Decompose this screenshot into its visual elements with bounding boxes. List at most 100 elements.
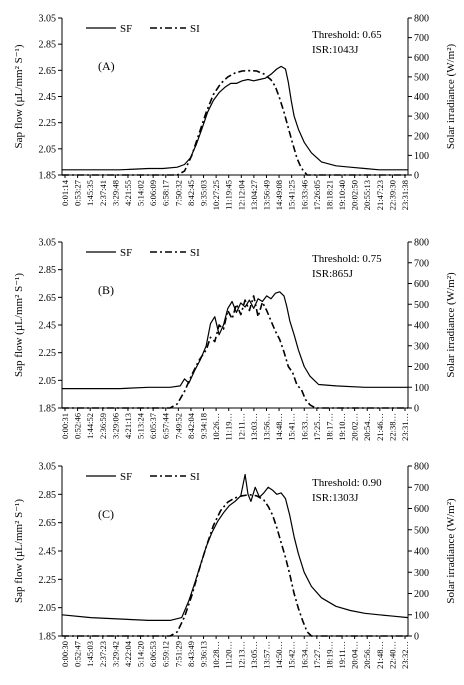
series-si-line [62,493,408,637]
legend-si-label: SI [190,247,200,259]
left-tick-label: 2.45 [39,321,57,332]
right-tick-label: 500 [414,72,429,83]
x-tick-label: 0:53:27 [73,180,83,206]
x-tick-label: 21:47:23 [375,180,385,210]
x-tick-label: 4:21:55 [123,180,133,206]
x-tick-label: 6:57:44 [161,412,171,439]
left-tick-label: 3.05 [39,462,57,473]
chart-panel-1: 1.85 2.05 2.25 2.45 2.65 2.85 3.05 0 100 200 300 40… [13,14,457,211]
x-tick-label: 18:19… [324,641,334,669]
left-tick-label: 2.85 [39,265,57,276]
legend-sf-label: SF [120,471,132,483]
left-tick-label: 2.45 [39,547,57,558]
x-tick-label: 10:28… [211,641,221,669]
x-tick-label: 10:27:25 [211,180,221,210]
x-tick-label: 16:34… [299,641,309,669]
right-tick-label: 300 [414,568,429,579]
x-tick-label: 2:37:41 [98,180,108,206]
right-tick-label: 0 [414,171,419,182]
x-tick-label: 0:52:46 [73,413,83,439]
x-tick-label: 12:12:04 [236,179,246,210]
x-tick-label: 12:11… [236,413,246,441]
right-tick-label: 400 [414,321,429,332]
x-tick-label: 17:27… [312,641,322,669]
x-tick-label: 22:38… [387,413,397,441]
left-tick-label: 1.85 [39,404,57,415]
series-sf-line [62,65,408,171]
x-tick-label: 7:51:29 [173,641,183,667]
x-tick-label: 6:58:17 [161,180,171,206]
threshold-annotation: Threshold: 0.75 [312,253,382,265]
threshold-annotation: Threshold: 0.65 [312,29,382,41]
x-tick-label: 5:14:02 [136,180,146,206]
x-tick-label: 20:02… [350,413,360,441]
right-tick-label: 200 [414,131,429,142]
x-tick-label: 21:48… [375,641,385,669]
panel-label: (C) [98,507,114,521]
x-tick-label: 20:56… [362,641,372,669]
left-tick-label: 2.45 [39,92,57,103]
right-tick-label: 0 [414,632,419,643]
left-tick-label: 2.65 [39,66,57,77]
series-si-line [62,69,408,176]
left-tick-label: 2.05 [39,603,57,614]
right-axis-title: Solar irradiance (W/m²) [445,272,457,378]
left-tick-label: 2.65 [39,518,57,529]
right-tick-label: 500 [414,525,429,536]
right-tick-label: 800 [414,238,429,249]
right-tick-label: 500 [414,300,429,311]
x-tick-label: 1:45:35 [85,180,95,206]
x-tick-label: 0:52:47 [73,641,83,667]
x-tick-label: 11:20… [224,641,234,669]
x-tick-label: 18:18:21 [324,180,334,210]
series-sf-line [62,291,408,390]
panel-label: (A) [98,59,115,73]
x-tick-label: 0:01:14 [60,179,70,206]
x-tick-label: 4:21:13 [123,413,133,439]
x-tick-label: 15:42… [287,641,297,669]
left-tick-label: 2.25 [39,575,57,586]
x-tick-label: 5:13:24 [136,412,146,439]
left-axis-title: Sap flow (µL/mm² S⁻¹) [13,273,25,377]
left-tick-label: 2.25 [39,348,57,359]
x-tick-label: 20:04… [350,641,360,669]
x-tick-label: 19:11… [337,641,347,669]
x-tick-label: 20:55:13 [362,180,372,210]
x-tick-label: 4:22:04 [123,640,133,667]
right-tick-label: 800 [414,14,429,25]
left-tick-label: 3.05 [39,238,57,249]
isr-annotation: ISR:1303J [312,492,359,504]
left-tick-label: 1.85 [39,171,57,182]
x-tick-label: 12:13… [236,641,246,669]
legend-sf-label: SF [120,23,132,35]
x-tick-label: 11:19:45 [224,180,234,210]
x-tick-label: 2:36:59 [98,413,108,439]
chart-panel-2: 1.85 2.05 2.25 2.45 2.65 2.85 3.05 0 100 200 300 40… [13,238,457,441]
right-axis-title: Solar irradiance (W/m²) [445,498,457,604]
series-si-line [62,295,408,409]
isr-annotation: ISR:1043J [312,44,359,56]
left-axis-title: Sap flow (µL/mm² S⁻¹) [13,44,25,148]
x-tick-label: 20:54… [362,413,372,441]
x-tick-label: 17:26:05 [312,180,322,210]
x-tick-label: 13:56:49 [261,180,271,210]
x-tick-label: 19:10:40 [337,180,347,210]
right-tick-label: 300 [414,341,429,352]
x-tick-label: 23:31… [400,413,410,441]
x-tick-label: 8:42:45 [186,180,196,206]
left-tick-label: 1.85 [39,632,57,643]
x-tick-label: 9:35:03 [199,180,209,206]
x-tick-label: 8:42:04 [186,412,196,439]
x-tick-label: 22:40… [387,641,397,669]
chart-panel-3: 1.85 2.05 2.25 2.45 2.65 2.85 3.05 0 100 200 300 40… [13,462,457,669]
x-tick-label: 9:34:18 [199,413,209,439]
right-tick-label: 100 [414,610,429,621]
isr-annotation: ISR:865J [312,268,354,280]
legend-si-label: SI [190,471,200,483]
x-tick-label: 16:33… [299,413,309,441]
x-tick-label: 23:31:38 [400,180,410,210]
right-tick-label: 100 [414,383,429,394]
x-tick-label: 21:46… [375,413,385,441]
x-tick-label: 2:37:23 [98,641,108,667]
